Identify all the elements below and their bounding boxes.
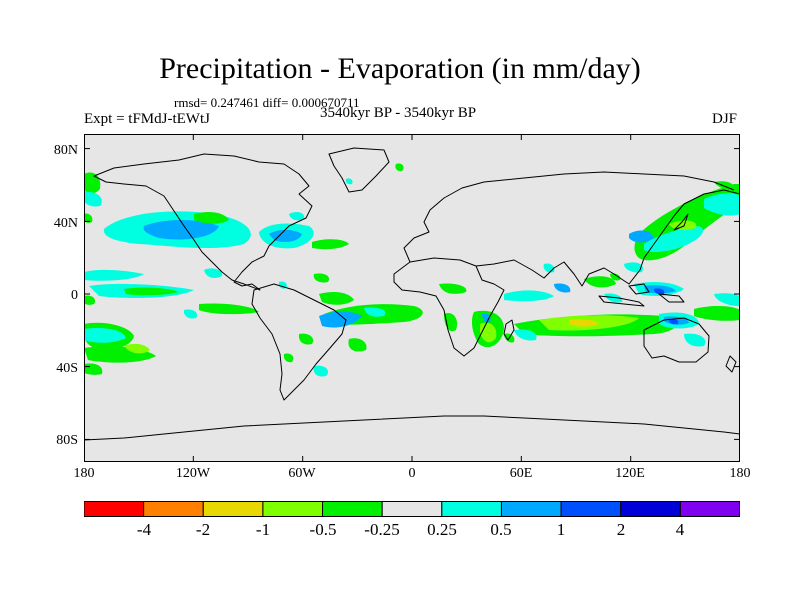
colorbar-label: 1	[556, 520, 566, 539]
colorbar-label: -4	[136, 520, 152, 539]
colorbar-swatch	[84, 501, 145, 517]
period-label: 3540kyr BP - 3540kyr BP	[320, 105, 477, 121]
colorbar-label: -2	[195, 520, 211, 539]
colorbar-swatch	[143, 501, 204, 517]
map-title: Precipitation - Evaporation (in mm/day)	[159, 52, 641, 85]
colorbar-swatch	[322, 501, 383, 517]
map-ticks	[84, 134, 740, 462]
lat-label-80n: 80N	[53, 143, 78, 158]
colorbar-label: -0.25	[364, 520, 400, 539]
lon-label-60w: 60W	[288, 466, 316, 481]
season-label: DJF	[712, 111, 738, 127]
colorbar-label: 0.25	[427, 520, 457, 539]
lon-label-180w: 180	[73, 466, 95, 481]
lat-label-40s: 40S	[56, 361, 78, 376]
colorbar-swatch	[262, 501, 324, 517]
colorbar-swatch	[679, 501, 740, 517]
colorbar-swatch	[500, 501, 562, 517]
coastlines	[84, 147, 740, 441]
colorbar-label: 2	[616, 520, 626, 539]
lat-label-40n: 40N	[53, 216, 78, 231]
experiment-label: Expt = tFMdJ-tEWtJ	[84, 111, 210, 127]
lon-label-180e: 180	[729, 466, 751, 481]
lat-label-80s: 80S	[56, 433, 78, 448]
colorbar-label: -1	[255, 520, 271, 539]
pe-anomaly-field	[84, 163, 740, 377]
lon-label-120e: 120E	[615, 466, 645, 481]
colorbar-label: 4	[675, 520, 685, 539]
colorbar-swatch	[202, 501, 264, 517]
colorbar-label: -0.5	[309, 520, 337, 539]
lon-label-0: 0	[408, 466, 416, 481]
colorbar-label: 0.5	[490, 520, 512, 539]
colorbar	[84, 501, 740, 517]
colorbar-swatch	[441, 501, 502, 517]
colorbar-swatch	[560, 501, 622, 517]
lat-label-0: 0	[71, 288, 78, 303]
colorbar-swatch	[381, 501, 443, 517]
stats-text: rmsd= 0.247461 diff= 0.000670711	[174, 95, 360, 110]
world-map	[84, 134, 740, 462]
lon-label-60e: 60E	[509, 466, 533, 481]
map-background	[84, 134, 740, 462]
colorbar-swatch	[620, 501, 681, 517]
lon-label-120w: 120W	[175, 466, 211, 481]
